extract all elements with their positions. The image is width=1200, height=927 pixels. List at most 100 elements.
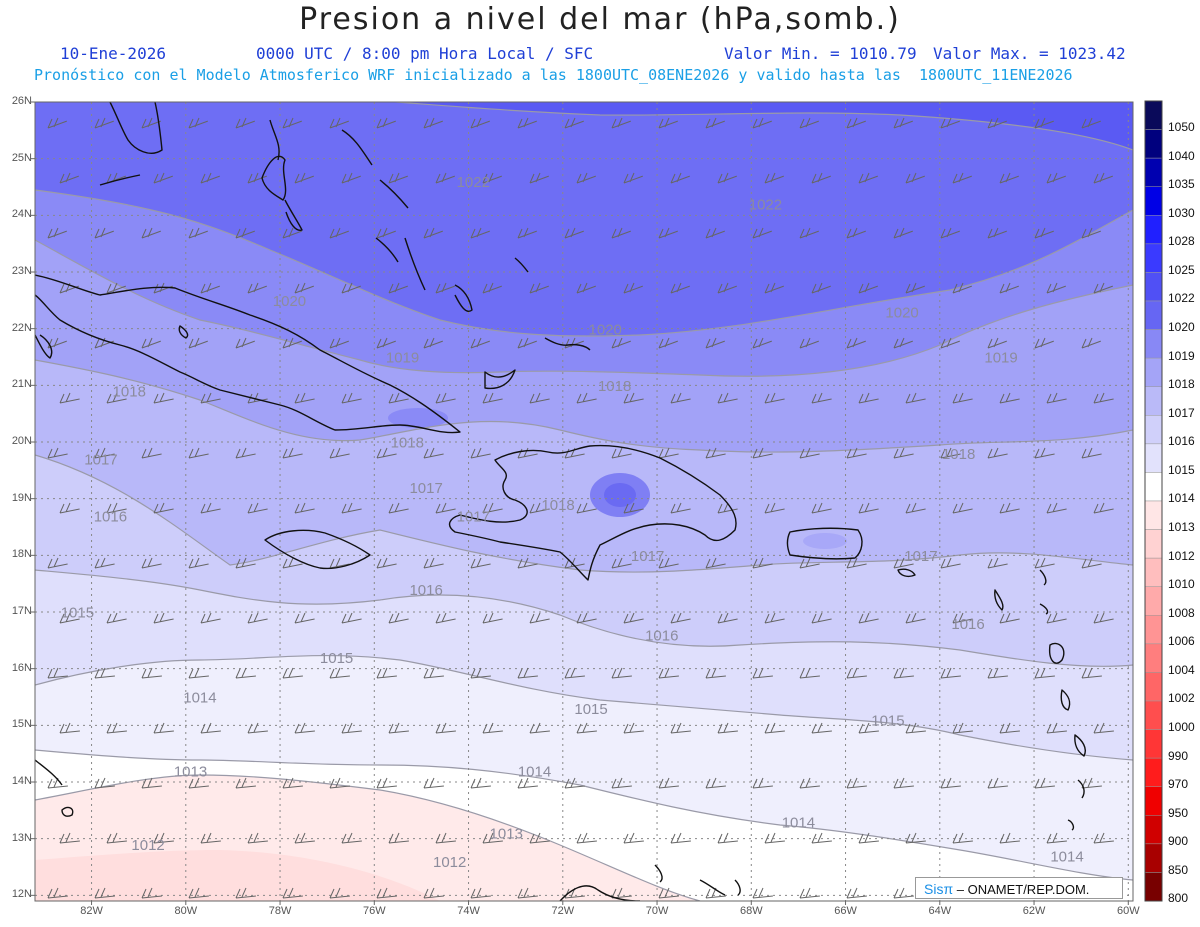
band-1014 bbox=[35, 655, 1133, 880]
colorbar-swatch bbox=[1144, 586, 1163, 616]
wind-barb bbox=[470, 447, 491, 459]
wind-barb bbox=[388, 722, 409, 734]
wind-barb bbox=[376, 667, 397, 679]
wind-barb bbox=[423, 117, 443, 129]
wind-barb bbox=[811, 392, 832, 404]
wind-barb bbox=[717, 172, 737, 184]
wind-barb bbox=[282, 227, 302, 239]
wind-barb bbox=[893, 117, 913, 129]
wind-barb bbox=[482, 612, 503, 624]
lat-label: 16N bbox=[11, 661, 32, 674]
wind-barb bbox=[247, 832, 268, 844]
wind-barb bbox=[247, 612, 268, 624]
wind-barb bbox=[282, 887, 303, 899]
wind-barb bbox=[846, 117, 866, 129]
wind-barb bbox=[59, 832, 80, 844]
wind-barb bbox=[376, 447, 397, 459]
wind-barb bbox=[329, 557, 350, 569]
wind-barb bbox=[858, 392, 879, 404]
wind-barb bbox=[200, 722, 221, 734]
colorbar-swatch bbox=[1144, 157, 1163, 187]
colorbar-swatch bbox=[1144, 100, 1163, 130]
wind-barb bbox=[893, 777, 914, 789]
wind-barb bbox=[564, 227, 584, 239]
credit-box: Sisπ – ONAMET/REP.DOM. bbox=[915, 877, 1123, 899]
lat-label: 13N bbox=[11, 831, 32, 844]
wind-barb bbox=[1093, 722, 1114, 734]
wind-barb bbox=[329, 667, 350, 679]
contour-label: 1013 bbox=[174, 763, 207, 780]
band-1015 bbox=[35, 570, 1133, 760]
contour-label: 1012 bbox=[131, 837, 164, 854]
wind-barb bbox=[940, 227, 960, 239]
colorbar-swatch bbox=[1144, 443, 1163, 473]
wind-barb bbox=[576, 502, 597, 514]
wind-barb bbox=[188, 447, 209, 459]
wind-barb bbox=[858, 722, 879, 734]
colorbar-label: 1019 bbox=[1168, 348, 1195, 363]
wind-barb bbox=[59, 612, 80, 624]
wind-barb bbox=[999, 172, 1019, 184]
wind-barb bbox=[1081, 117, 1101, 129]
wind-barb bbox=[247, 722, 268, 734]
wind-barb bbox=[153, 392, 174, 404]
colorbar-label: 1022 bbox=[1168, 291, 1195, 306]
wind-barb bbox=[1034, 557, 1055, 569]
wind-barb bbox=[153, 172, 173, 184]
contour-label: 1022 bbox=[749, 197, 782, 214]
wind-barb bbox=[658, 667, 679, 679]
wind-barb bbox=[482, 832, 503, 844]
band-1020 bbox=[35, 102, 1133, 337]
lon-label: 66W bbox=[834, 905, 857, 917]
wind-barb bbox=[658, 557, 679, 569]
wind-barb bbox=[59, 722, 80, 734]
wind-barb bbox=[1046, 172, 1066, 184]
wind-barb bbox=[329, 337, 349, 349]
wind-barb bbox=[294, 722, 315, 734]
wind-barb bbox=[799, 227, 819, 239]
wind-barb bbox=[423, 887, 444, 899]
wind-barb bbox=[423, 777, 444, 789]
min-value: Valor Min. = 1010.79 bbox=[724, 44, 917, 63]
wind-barb bbox=[341, 172, 361, 184]
wind-barb bbox=[846, 447, 867, 459]
wind-barb bbox=[329, 777, 350, 789]
wind-barb bbox=[623, 172, 643, 184]
wind-barb bbox=[188, 777, 209, 789]
contour-label: 1017 bbox=[409, 480, 442, 497]
wind-barb bbox=[658, 117, 678, 129]
lon-label: 80W bbox=[174, 905, 198, 917]
colorbar-label: 900 bbox=[1168, 834, 1189, 849]
wind-barb bbox=[905, 282, 925, 294]
wind-barb bbox=[188, 667, 209, 679]
lat-label: 15N bbox=[11, 718, 32, 731]
wind-barb bbox=[905, 392, 926, 404]
wind-barb bbox=[141, 447, 162, 459]
wind-barb bbox=[200, 392, 221, 404]
colorbar-swatch bbox=[1144, 186, 1163, 216]
lat-label: 26N bbox=[11, 95, 32, 107]
wind-barb bbox=[423, 337, 443, 349]
wind-barb bbox=[987, 667, 1008, 679]
wind-barb bbox=[799, 667, 820, 679]
wind-barb bbox=[576, 282, 596, 294]
wind-barb bbox=[893, 447, 914, 459]
colorbar-label: 1008 bbox=[1168, 605, 1195, 620]
wind-barb bbox=[106, 832, 127, 844]
wind-barb bbox=[764, 282, 784, 294]
wind-barb bbox=[341, 832, 362, 844]
wind-barb bbox=[423, 227, 443, 239]
wind-barb bbox=[188, 887, 209, 899]
colorbar-swatch bbox=[1144, 272, 1163, 302]
wind-barb bbox=[987, 557, 1008, 569]
lat-label: 24N bbox=[11, 208, 32, 221]
wind-barb bbox=[282, 667, 303, 679]
wind-barb bbox=[94, 557, 115, 569]
wind-barb bbox=[1034, 777, 1055, 789]
wind-barb bbox=[846, 337, 866, 349]
lon-label: 78W bbox=[268, 905, 292, 917]
wind-barb bbox=[799, 447, 820, 459]
contour-label: 1017 bbox=[457, 508, 490, 525]
wind-barb bbox=[423, 667, 444, 679]
wind-barb bbox=[529, 612, 550, 624]
